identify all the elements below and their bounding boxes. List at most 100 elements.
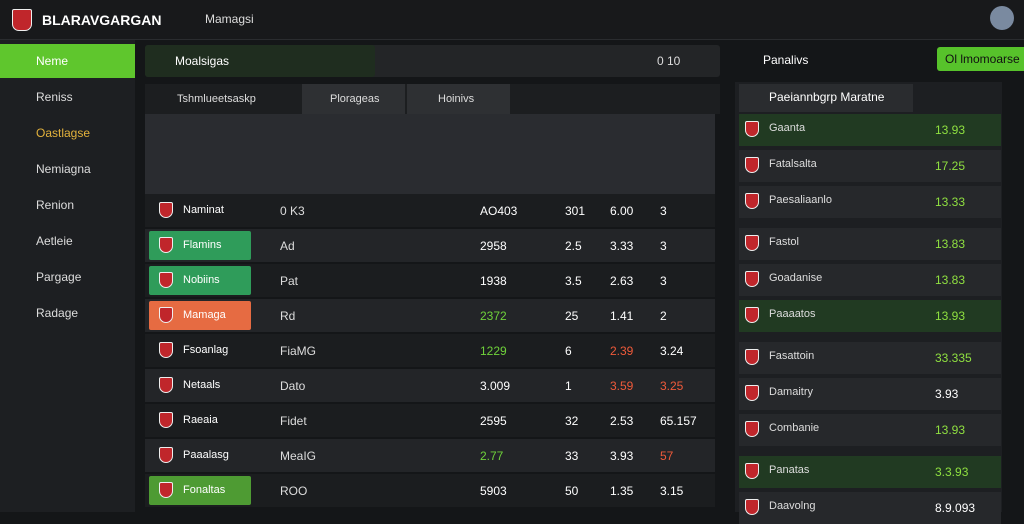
- panel-title: Panalivs: [763, 53, 809, 67]
- match-row: [739, 228, 1001, 260]
- match-team: Daavolng: [769, 500, 816, 512]
- match-odds: 13.93: [935, 123, 966, 137]
- sidebar-item[interactable]: Renion: [36, 198, 75, 212]
- match-row: [739, 300, 1001, 332]
- nav-link[interactable]: Mamagsi: [205, 12, 254, 26]
- cell: 65.157: [660, 414, 697, 428]
- cell: 1.35: [610, 484, 634, 498]
- cell: 2372: [480, 309, 507, 323]
- sidebar-item[interactable]: Radage: [36, 306, 79, 320]
- team-tag: FiaMG: [280, 344, 316, 358]
- search-field[interactable]: [145, 45, 375, 77]
- match-crest: [745, 157, 759, 173]
- match-row: [739, 114, 1001, 146]
- match-odds: 17.25: [935, 159, 966, 173]
- panel-button[interactable]: Ol lmomoarse: [937, 47, 1024, 71]
- match-odds: 8.9.093: [935, 501, 976, 515]
- tab-bar: Tshmlueetsaskp Plorageas Hoinivs: [145, 84, 720, 114]
- match-odds: 13.83: [935, 237, 966, 251]
- team-tag: ROO: [280, 484, 308, 498]
- match-team: Damaitry: [769, 386, 814, 398]
- match-crest: [745, 463, 759, 479]
- match-team: Fastol: [769, 236, 799, 248]
- match-odds: 3.3.93: [935, 465, 969, 479]
- sidebar-item[interactable]: Pargage: [36, 270, 82, 284]
- match-odds: 33.335: [935, 351, 972, 365]
- cell: 3.5: [565, 274, 582, 288]
- match-crest: [745, 193, 759, 209]
- cell: 3: [660, 274, 667, 288]
- crest-row: [145, 114, 715, 194]
- app: BLARAVGARGAN Mamagsi Neme Reniss Oastlagse…: [0, 6, 1024, 524]
- sidebar-item[interactable]: Reniss: [36, 90, 73, 104]
- cell: 5903: [480, 484, 507, 498]
- cell: 25: [565, 309, 579, 323]
- tab[interactable]: Tshmlueetsaskp: [177, 93, 256, 105]
- match-row: [739, 264, 1001, 296]
- cell: 32: [565, 414, 579, 428]
- team-crest: [159, 482, 173, 498]
- panel-heading: Paeiannbgrp Maratne: [739, 84, 913, 112]
- panel: Paeiannbgrp Maratne Gaanta 13.93 Fatalsalt…: [735, 82, 1002, 524]
- sidebar-item[interactable]: Nemiagna: [36, 162, 91, 176]
- team-name: Mamaga: [183, 309, 226, 321]
- tab-bg: [302, 84, 405, 114]
- team-crest: [159, 272, 173, 288]
- cell: 3.93: [610, 449, 634, 463]
- search-text: Moalsigas: [175, 54, 230, 68]
- cell: 6: [565, 344, 572, 358]
- sidebar-active: [0, 44, 135, 78]
- logo: [12, 9, 32, 31]
- avatar[interactable]: [990, 6, 1014, 30]
- tab[interactable]: Plorageas: [330, 93, 380, 105]
- cell: 2958: [480, 239, 507, 253]
- cell: 1938: [480, 274, 507, 288]
- table: Naminat 0 K3 AO403 301 6.00 3 Flamins Ad 2958 2.5…: [145, 194, 715, 512]
- team-tag: Ad: [280, 239, 295, 253]
- match-odds: 13.93: [935, 309, 966, 323]
- team-tag: Rd: [280, 309, 296, 323]
- cell: 3.15: [660, 484, 684, 498]
- search-bar[interactable]: Moalsigas 0 10: [145, 45, 720, 77]
- team-name: Paaalasg: [183, 449, 229, 461]
- cell: 2: [660, 309, 667, 323]
- match-row: [739, 414, 1001, 446]
- row: [145, 369, 715, 402]
- sidebar-item[interactable]: Oastlagse: [36, 126, 91, 140]
- cell: 3.59: [610, 379, 634, 393]
- match-odds: 13.93: [935, 423, 966, 437]
- match-team: Paaaatos: [769, 308, 816, 320]
- match-row: [739, 186, 1001, 218]
- cell: 1229: [480, 344, 507, 358]
- cell: 2.77: [480, 449, 504, 463]
- match-team: Fasattoin: [769, 350, 815, 362]
- match-crest: [745, 499, 759, 515]
- cell: 2.53: [610, 414, 634, 428]
- team-name: Netaals: [183, 379, 221, 391]
- cell: 1: [565, 379, 572, 393]
- sidebar-item[interactable]: Aetleie: [36, 234, 73, 248]
- team-tag: Dato: [280, 379, 306, 393]
- team-name: Raeaia: [183, 414, 218, 426]
- team-crest: [159, 447, 173, 463]
- match-crest: [745, 121, 759, 137]
- cell: 57: [660, 449, 674, 463]
- row: [145, 334, 715, 367]
- match-row: [739, 456, 1001, 488]
- team-crest: [159, 412, 173, 428]
- match-crest: [745, 421, 759, 437]
- panel-header: Panalivs Ol lmomoarse: [735, 45, 1024, 75]
- cell: 3: [660, 204, 667, 218]
- tab[interactable]: Hoinivs: [438, 93, 475, 105]
- match-team: Gaanta: [769, 122, 806, 134]
- sidebar-item[interactable]: Neme: [36, 54, 69, 68]
- team-crest: [159, 202, 173, 218]
- match-crest: [745, 385, 759, 401]
- team-tag: MeaIG: [280, 449, 317, 463]
- match-team: Goadanise: [769, 272, 823, 284]
- team-name: Naminat: [183, 204, 224, 216]
- team-crest: [159, 307, 173, 323]
- tab-bg: [407, 84, 510, 114]
- team-name: Flamins: [183, 239, 222, 251]
- match-crest: [745, 349, 759, 365]
